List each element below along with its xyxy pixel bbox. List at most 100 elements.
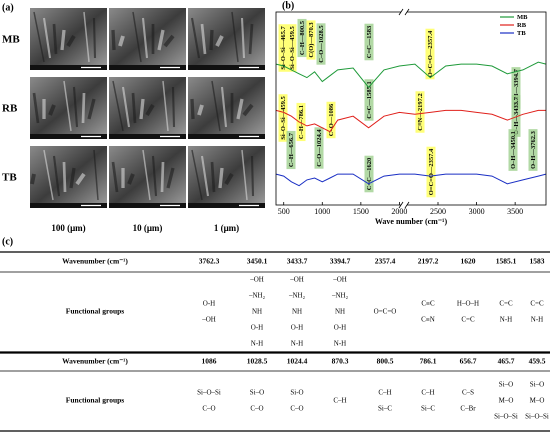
sem-texture xyxy=(66,34,76,48)
functional-group: Si–O–Si xyxy=(494,413,518,421)
wavenumber: 3762.3 xyxy=(199,257,220,266)
functional-group: N-H xyxy=(251,340,263,348)
annotation: O=C=O—2357.4 xyxy=(426,146,436,198)
functional-group: C≡N xyxy=(421,316,435,324)
functional-group: C–H xyxy=(421,389,434,397)
sem-texture xyxy=(33,11,45,63)
functional-group: N-H xyxy=(500,316,512,324)
sem-texture xyxy=(197,104,204,116)
sem-texture xyxy=(191,149,203,201)
scale-strip xyxy=(109,203,186,208)
row-label: Functional groups xyxy=(66,307,124,316)
annotation-box xyxy=(278,24,288,72)
annotation-text: O–H—3394.7 xyxy=(513,68,520,106)
sem-texture xyxy=(157,29,165,51)
table-header: Wavenumber (cm⁻¹) xyxy=(62,357,128,366)
annotation-box xyxy=(316,23,326,65)
column-label: 10 (μm) xyxy=(133,223,163,233)
annotation-text: O–H—3762.3 xyxy=(530,130,537,168)
row-label: MB xyxy=(2,34,20,46)
annotation-text: O–H—3450.1 xyxy=(510,131,517,169)
sem-texture xyxy=(250,155,255,197)
legend-label: MB xyxy=(517,14,528,21)
sem-texture xyxy=(118,35,125,47)
annotation-text: C=C—1583 xyxy=(366,25,373,58)
scale-strip xyxy=(30,203,107,208)
annotation-text: Si–O–Si—459.5 xyxy=(289,25,296,69)
annotation-text: C–H—800.5 xyxy=(299,20,306,55)
annotation-box xyxy=(528,129,538,171)
functional-group: C–Br xyxy=(460,405,476,413)
sem-texture xyxy=(43,149,54,201)
annotation: C=C—1583 xyxy=(364,23,374,61)
column-label: 100 (μm) xyxy=(51,223,85,233)
functional-group: C–H xyxy=(378,389,391,397)
functional-group: O-H xyxy=(251,324,263,332)
sem-texture xyxy=(75,172,86,186)
annotation-text: C–O—1028.5 xyxy=(318,25,325,63)
sem-texture xyxy=(132,11,142,63)
sem-texture xyxy=(200,155,210,197)
annotation: C–H—786.1 xyxy=(296,102,306,142)
sem-texture xyxy=(211,80,221,132)
annotation-box xyxy=(286,130,296,170)
wavenumber: 1583 xyxy=(530,257,545,266)
scale-strip xyxy=(30,134,107,139)
sem-texture xyxy=(242,103,254,117)
wavenumber: 1620 xyxy=(461,257,476,266)
sem-texture xyxy=(127,173,135,185)
sem-texture xyxy=(241,149,248,201)
sem-texture xyxy=(112,80,124,132)
functional-group: C=C xyxy=(530,300,544,308)
functional-group: M–O xyxy=(530,397,545,405)
x-tick-label: 3500 xyxy=(507,207,523,216)
wavenumber: 786.1 xyxy=(420,357,437,366)
wavenumber: 800.5 xyxy=(377,357,394,366)
annotation-box xyxy=(364,79,374,121)
annotation: C=C—1585.1 xyxy=(364,79,374,121)
functional-group: M–O xyxy=(499,397,514,405)
sem-image xyxy=(188,8,265,70)
annotation: C–O—1024.4 xyxy=(314,127,324,169)
sem-texture xyxy=(72,86,79,128)
scale-strip xyxy=(188,203,265,208)
row-label: RB xyxy=(2,103,18,115)
plot-frame xyxy=(275,11,547,206)
annotation-text: C=C—1585.1 xyxy=(366,81,373,118)
x-tick-label: 500 xyxy=(278,207,290,216)
functional-group: C–O xyxy=(290,405,303,413)
functional-group: C=C xyxy=(461,316,475,324)
legend-label: TB xyxy=(517,30,526,37)
x-tick-label: 1000 xyxy=(314,207,330,216)
sem-texture xyxy=(218,167,224,189)
functional-group: Si–O xyxy=(499,381,513,389)
axis-break xyxy=(398,8,410,16)
wavenumber: 1086 xyxy=(202,357,217,366)
functional-group: Si-O xyxy=(290,389,303,397)
annotation-text: O=C=O—2357.4 xyxy=(428,148,435,195)
sem-texture xyxy=(142,149,151,201)
sem-texture xyxy=(224,172,234,186)
table-header: Wavenumber (cm⁻¹) xyxy=(62,257,128,266)
functional-group: C=C xyxy=(499,300,513,308)
sem-texture xyxy=(151,155,158,197)
annotation-box xyxy=(326,101,336,139)
functional-group: N-H xyxy=(291,340,303,348)
annotation-text: Si–O–Si—465.7 xyxy=(280,25,287,69)
sem-texture xyxy=(69,167,76,189)
functional-group: Si–O xyxy=(250,389,264,397)
sem-texture xyxy=(215,35,224,47)
legend-label: RB xyxy=(517,22,527,29)
functional-group: C≡C xyxy=(421,300,435,308)
sem-texture xyxy=(111,161,119,193)
row-label: Functional groups xyxy=(66,396,124,405)
annotation: C(O)—870.3 xyxy=(306,20,316,60)
annotation-box xyxy=(287,24,297,72)
sem-texture xyxy=(171,86,176,128)
annotation-box xyxy=(426,146,436,198)
sem-texture xyxy=(52,155,61,197)
annotation-box xyxy=(425,28,435,80)
functional-group: C–O xyxy=(250,405,263,413)
annotation: O–H—3450.1 xyxy=(508,129,518,171)
wavenumber: 3433.7 xyxy=(287,257,308,266)
